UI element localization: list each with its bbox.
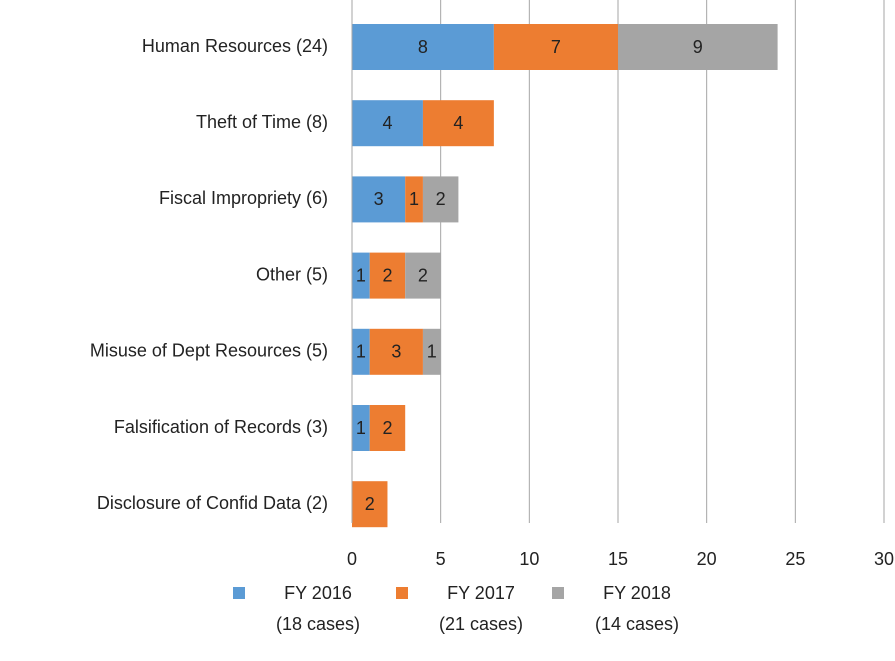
data-label: 7: [551, 37, 561, 57]
legend-label: FY 2018 (14 cases): [594, 583, 680, 634]
bar-segment: [352, 24, 494, 70]
legend-label: FY 2016 (18 cases): [275, 583, 361, 634]
x-tick-label: 15: [608, 549, 628, 569]
data-label: 9: [693, 37, 703, 57]
legend-swatch: [233, 587, 245, 599]
legend-item: FY 2018 (14 cases): [572, 578, 702, 640]
bar-segment: [369, 405, 406, 451]
x-tick-label: 10: [519, 549, 539, 569]
data-label: 2: [382, 265, 392, 285]
x-tick-label: 5: [436, 549, 446, 569]
bar-segment: [369, 252, 406, 299]
legend-label: FY 2017 (21 cases): [438, 583, 524, 634]
bar-segment: [369, 328, 423, 375]
bar-segment: [352, 405, 370, 451]
data-label: 2: [365, 494, 375, 514]
x-tick-label: 30: [874, 549, 894, 569]
legend-item: FY 2017 (21 cases): [416, 578, 546, 640]
x-tick-label: 25: [785, 549, 805, 569]
bar-segment: [493, 24, 618, 70]
data-label: 3: [374, 189, 384, 209]
data-label: 1: [356, 418, 366, 438]
data-label: 4: [453, 113, 463, 133]
data-label: 8: [418, 37, 428, 57]
bar-segment: [405, 252, 441, 299]
bar-segment: [352, 481, 388, 528]
bar-segment: [422, 328, 441, 375]
y-tick-label: Fiscal Impropriety (6): [159, 188, 328, 208]
bar-segment: [422, 100, 494, 147]
data-label: 1: [356, 342, 366, 362]
bar-segment: [352, 328, 370, 375]
data-label: 2: [418, 265, 428, 285]
y-tick-label: Other (5): [256, 264, 328, 284]
data-label: 4: [382, 113, 392, 133]
bar-segment: [405, 176, 423, 223]
data-label: 2: [382, 418, 392, 438]
y-tick-label: Theft of Time (8): [196, 112, 328, 132]
legend-item: FY 2016 (18 cases): [253, 578, 383, 640]
data-label: 1: [409, 189, 419, 209]
data-label: 2: [436, 189, 446, 209]
x-tick-label: 20: [697, 549, 717, 569]
legend-swatch: [552, 587, 564, 599]
bar-segment: [422, 176, 459, 223]
data-label: 1: [427, 342, 437, 362]
data-label: 3: [391, 342, 401, 362]
x-tick-label: 0: [347, 549, 357, 569]
y-tick-label: Disclosure of Confid Data (2): [97, 493, 328, 513]
y-tick-label: Misuse of Dept Resources (5): [90, 341, 328, 361]
bar-segment: [352, 176, 406, 223]
data-label: 1: [356, 265, 366, 285]
legend-swatch: [396, 587, 408, 599]
bar-segment: [352, 252, 370, 299]
bar-segment: [618, 24, 778, 70]
bar-segment: [352, 100, 423, 147]
y-tick-label: Falsification of Records (3): [114, 417, 328, 437]
y-tick-label: Human Resources (24): [142, 36, 328, 56]
